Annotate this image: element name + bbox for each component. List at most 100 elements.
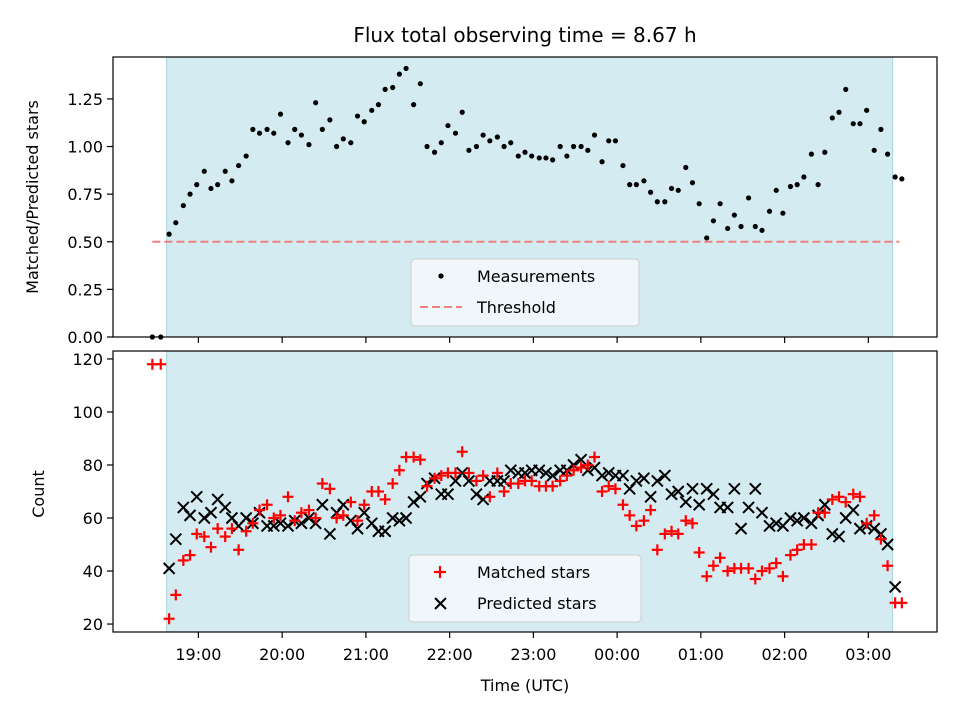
measurement-point: [725, 225, 731, 232]
matched-star-point: [219, 531, 231, 543]
predicted-star-point: [847, 503, 860, 517]
matched-star-point: [177, 554, 189, 566]
matched-star-point: [896, 597, 908, 609]
predicted-star-point: [721, 501, 734, 514]
matched-star-point: [324, 483, 336, 495]
matched-star-point: [568, 464, 580, 476]
matched-star-point: [680, 515, 692, 527]
measurement-point: [236, 162, 242, 169]
predicted-star-point: [162, 562, 176, 575]
bottom-y-ticks: 20 40 60 80 100 120: [72, 350, 113, 634]
measurement-point: [327, 117, 333, 123]
measurement-point: [250, 126, 256, 132]
measurement-point: [850, 121, 856, 127]
measurement-point: [787, 183, 794, 190]
predicted-star-point: [692, 498, 706, 511]
top-y-tick-label: 1.25: [67, 90, 103, 109]
measurement-point: [411, 102, 417, 108]
matched-star-point: [240, 525, 252, 537]
measurement-point: [599, 159, 605, 165]
measurement-point: [194, 182, 200, 188]
matched-star-point: [387, 478, 399, 490]
matched-star-point: [554, 475, 566, 487]
matched-star-point: [303, 504, 315, 516]
measurement-point: [641, 178, 647, 184]
measurement-point: [180, 202, 186, 209]
measurement-point: [675, 187, 681, 193]
measurement-point: [494, 134, 500, 140]
matched-star-point: [659, 528, 671, 540]
bottom-y-tick-label: 80: [83, 456, 103, 475]
top-y-tick-label: 0.75: [67, 185, 103, 204]
measurement-point: [864, 107, 870, 113]
matched-star-point: [295, 507, 307, 519]
measurement-point: [612, 138, 619, 144]
matched-star-point: [247, 517, 259, 529]
matched-star-point: [784, 549, 796, 561]
x-tick-label: 20:00: [259, 645, 305, 664]
matched-star-point: [847, 488, 859, 500]
predicted-star-point: [204, 506, 218, 519]
measurement-point: [564, 153, 570, 159]
measurement-point: [438, 140, 444, 146]
legend-threshold-label: Threshold: [476, 298, 556, 317]
top-y-axis-label: Matched/Predicted stars: [23, 100, 42, 294]
predicted-star-point: [790, 514, 804, 527]
bottom-legend-box: [408, 554, 642, 623]
measurement-point: [648, 189, 654, 195]
measurement-point: [208, 185, 214, 192]
measurement-point: [243, 153, 249, 159]
measurement-point: [801, 174, 807, 180]
bottom-y-tick-label: 40: [83, 562, 103, 581]
matched-star-point: [408, 451, 420, 463]
matched-star-point: [282, 491, 294, 503]
matched-star-point: [414, 454, 426, 466]
measurement-point: [187, 191, 193, 197]
x-tick-label: 23:00: [510, 645, 556, 664]
predicted-star-point: [763, 519, 776, 533]
top-y-tick-label: 1.00: [67, 138, 103, 157]
measurement-point: [166, 231, 172, 237]
predicted-star-point: [826, 527, 839, 541]
predicted-star-point: [616, 469, 630, 482]
matched-star-point: [693, 546, 705, 558]
matched-star-point: [226, 523, 238, 535]
measurement-point: [794, 182, 800, 188]
measurement-point: [215, 182, 221, 188]
matched-star-point: [421, 480, 433, 492]
legend-predicted-marker: [434, 597, 447, 610]
matched-star-point: [470, 475, 482, 487]
x-tick-label: 21:00: [343, 645, 389, 664]
matched-star-point: [310, 512, 322, 524]
predicted-star-point: [707, 487, 720, 501]
legend-predicted-label: Predicted stars: [477, 594, 597, 613]
predicted-star-point: [881, 538, 894, 551]
bottom-y-tick-label: 20: [83, 615, 103, 634]
measurement-point: [627, 182, 633, 188]
chart-title: Flux total observing time = 8.67 h: [353, 23, 696, 47]
matched-stars-points: [146, 358, 908, 625]
measurement-point: [256, 130, 263, 136]
measurement-point: [319, 126, 325, 132]
matched-star-point: [268, 512, 280, 524]
legend-matched-marker: [434, 566, 446, 578]
measurement-point: [704, 235, 710, 241]
predicted-star-point: [533, 464, 546, 477]
legend-measurements-label: Measurements: [477, 267, 595, 286]
matched-star-point: [770, 557, 782, 569]
predicted-star-point: [644, 490, 657, 504]
top-x-ticks: [197, 337, 869, 343]
predicted-star-point: [190, 490, 203, 504]
measurement-point: [892, 174, 898, 180]
matched-star-point: [707, 560, 719, 572]
measurement-point: [557, 143, 563, 150]
measurement-point: [229, 178, 235, 184]
matched-star-point: [358, 499, 370, 511]
predicted-star-point: [399, 511, 413, 525]
measurement-point: [578, 143, 584, 150]
predicted-star-point: [630, 474, 643, 488]
matched-star-point: [645, 504, 657, 516]
matched-star-point: [498, 486, 510, 497]
